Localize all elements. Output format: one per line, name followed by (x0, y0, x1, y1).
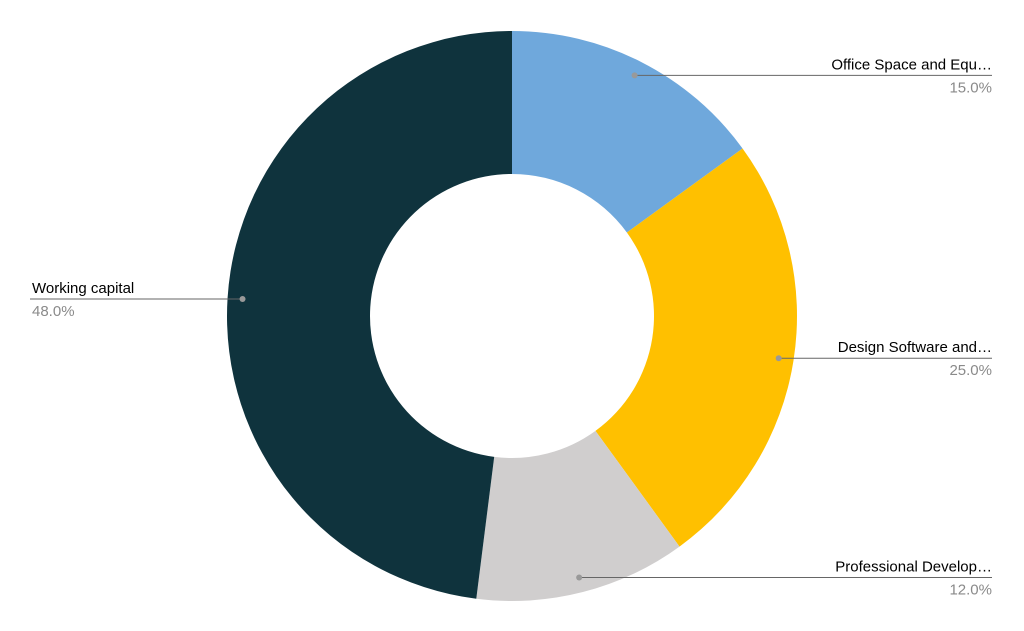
slice-value-label: 48.0% (32, 303, 75, 320)
slice-value-label: 25.0% (949, 362, 992, 379)
slice-label: Design Software and… (838, 339, 992, 356)
donut-slice (512, 31, 743, 233)
donut-slice (595, 148, 797, 547)
slice-value-label: 15.0% (949, 79, 992, 96)
slice-value-label: 12.0% (949, 582, 992, 599)
donut-slice (226, 31, 512, 599)
leader-dot (631, 72, 638, 79)
slice-label: Working capital (32, 280, 134, 297)
slice-label: Office Space and Equ… (831, 56, 992, 73)
donut-slice (476, 430, 680, 601)
leader-dot (576, 574, 583, 581)
slice-label: Professional Develop… (835, 559, 992, 576)
leader-dot (775, 355, 782, 362)
leader-dot (239, 296, 246, 303)
